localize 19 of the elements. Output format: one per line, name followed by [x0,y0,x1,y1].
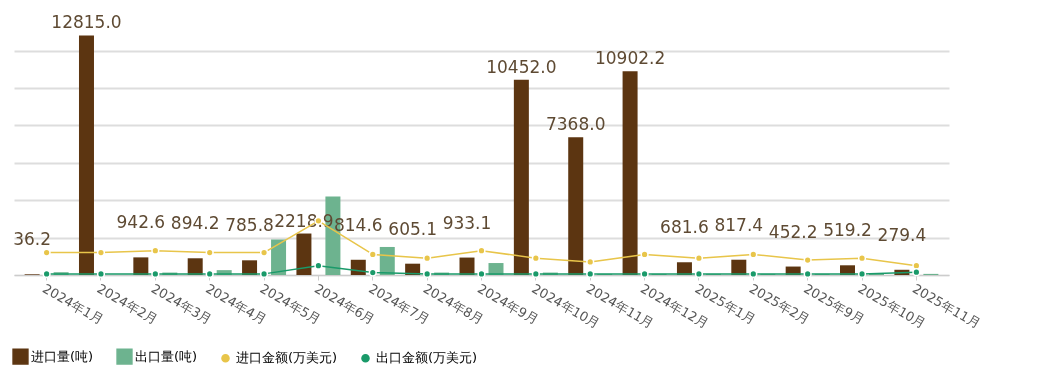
legend-label: 出口金额(万美元) [376,350,478,366]
data-label: 933.1 [442,212,492,233]
data-label: 942.6 [116,212,166,233]
data-label: 10902.2 [594,48,666,69]
legend-label: 进口量(吨) [31,348,94,364]
data-label: 519.2 [823,220,872,241]
data-label: 681.6 [660,217,709,238]
data-label: 7368.0 [545,114,606,135]
data-label: 36.2 [13,229,52,250]
legend-label: 出口量(吨) [135,348,198,364]
data-label: 12815.0 [51,12,122,33]
data-label: 817.4 [714,214,764,235]
data-label: 785.8 [225,215,274,236]
legend-label: 进口金额(万美元) [236,350,338,366]
data-label: 10452.0 [486,56,557,77]
data-label: 452.2 [768,221,818,242]
data-label: 605.1 [388,218,437,239]
data-label: 894.2 [170,213,220,234]
data-label: 279.4 [877,224,927,245]
